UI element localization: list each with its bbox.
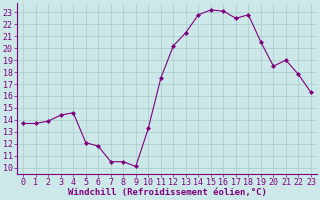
X-axis label: Windchill (Refroidissement éolien,°C): Windchill (Refroidissement éolien,°C) xyxy=(68,188,267,197)
